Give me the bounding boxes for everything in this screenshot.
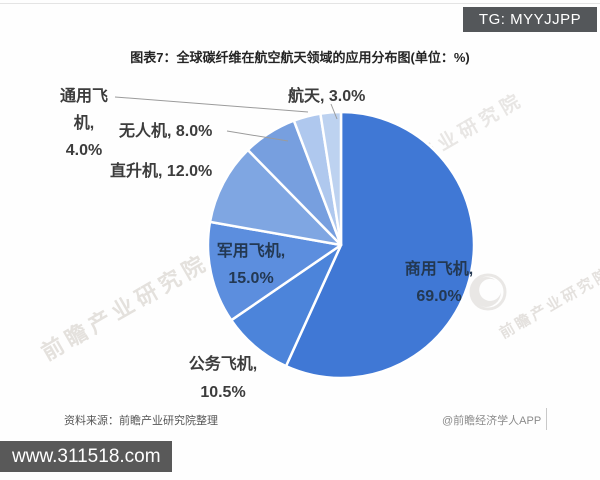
- label-line: 无人机, 8.0%: [119, 123, 213, 140]
- label-line: 69.0%: [416, 288, 462, 305]
- label-line: 15.0%: [228, 270, 274, 287]
- pie-slices: [206, 110, 476, 380]
- url-watermark-badge: www.311518.com: [0, 441, 172, 472]
- label-line: 10.5%: [200, 384, 246, 401]
- label-line: 通用飞: [59, 88, 108, 105]
- slice-label-commercial-aircraft: 商用飞机, 69.0%: [383, 256, 495, 310]
- top-divider: [0, 3, 600, 4]
- slice-label-space: 航天, 3.0%: [288, 83, 365, 110]
- tg-watermark-badge: TG: MYYJJPP: [463, 7, 597, 32]
- label-line: 航天, 3.0%: [288, 88, 366, 105]
- label-line: 4.0%: [65, 142, 103, 159]
- leader-line-space: [330, 103, 338, 120]
- slice-label-helicopter: 直升机, 12.0%: [110, 158, 212, 185]
- slice-label-business-aircraft: 公务飞机, 10.5%: [178, 351, 268, 407]
- slice-label-general-aircraft: 通用飞机, 4.0%: [48, 83, 120, 164]
- pie-slice-商用飞机: [284, 110, 476, 380]
- chart-title: 图表7：全球碳纤维在航空航天领域的应用分布图(单位：%): [130, 50, 470, 65]
- pie-slice-航天: [319, 110, 343, 247]
- label-line: 直升机, 12.0%: [110, 163, 213, 180]
- label-line: 商用飞机,: [404, 261, 474, 278]
- credit-note: @前瞻经济学人APP: [442, 415, 542, 427]
- label-line: 军用飞机,: [216, 243, 286, 260]
- label-line: 公务飞机,: [188, 356, 258, 373]
- label-line: 机,: [73, 115, 95, 132]
- slice-label-drone: 无人机, 8.0%: [119, 118, 212, 145]
- qianzhan-logo-icon: [469, 273, 507, 311]
- pie-slice-直升机: [208, 148, 343, 247]
- source-note: 资料来源：前瞻产业研究院整理: [64, 415, 218, 427]
- slice-label-military-aircraft: 军用飞机, 15.0%: [196, 238, 306, 292]
- leader-line-general-aircraft: [114, 96, 309, 113]
- pie-slice-军用飞机: [206, 220, 343, 322]
- border-artifact: [546, 408, 547, 430]
- leader-line-drone: [226, 130, 289, 142]
